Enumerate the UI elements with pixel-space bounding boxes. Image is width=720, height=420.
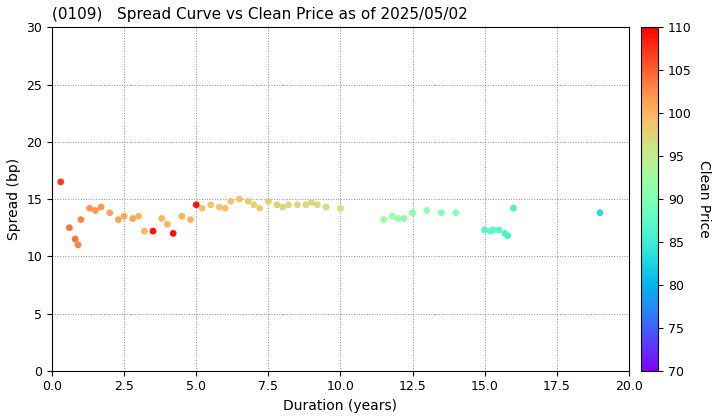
Point (89, 207, 101, 214)
Point (95, 204, 107, 210)
Point (197, 205, 208, 212)
Point (508, 205, 519, 212)
Point (320, 204, 332, 210)
Point (485, 228, 496, 234)
Point (127, 215, 138, 222)
Point (335, 205, 346, 212)
Point (63, 224, 75, 231)
Point (493, 226, 505, 233)
Point (104, 210, 115, 216)
Point (248, 202, 260, 208)
Point (220, 205, 231, 212)
Point (162, 221, 174, 228)
Point (185, 216, 197, 223)
Point (234, 196, 246, 202)
Point (214, 204, 225, 210)
Point (312, 202, 323, 208)
Point (436, 210, 447, 216)
Point (263, 198, 274, 205)
Point (139, 228, 150, 234)
Point (502, 232, 513, 239)
Point (594, 210, 606, 216)
X-axis label: Duration (years): Duration (years) (284, 399, 397, 413)
Point (499, 230, 510, 237)
Point (254, 205, 266, 212)
Point (407, 210, 418, 216)
Point (306, 199, 318, 206)
Point (243, 198, 254, 205)
Point (398, 215, 410, 222)
Point (205, 202, 217, 208)
Y-axis label: Clean Price: Clean Price (698, 160, 711, 238)
Point (72, 241, 84, 248)
Point (112, 216, 124, 223)
Point (69, 236, 81, 242)
Point (479, 226, 490, 233)
Point (118, 213, 130, 220)
Point (176, 213, 188, 220)
Point (392, 215, 404, 222)
Point (387, 213, 398, 220)
Point (300, 202, 312, 208)
Point (283, 202, 294, 208)
Point (271, 202, 283, 208)
Point (378, 216, 390, 223)
Point (75, 216, 86, 223)
Point (450, 210, 462, 216)
Point (487, 226, 499, 233)
Point (225, 198, 237, 205)
Point (132, 213, 144, 220)
Point (191, 202, 202, 208)
Point (292, 202, 303, 208)
Point (148, 228, 159, 234)
Point (55, 178, 66, 185)
Point (84, 205, 95, 212)
Point (156, 215, 168, 222)
Point (277, 204, 289, 210)
Point (168, 230, 179, 237)
Point (421, 207, 433, 214)
Text: (0109)   Spread Curve vs Clean Price as of 2025/05/02: (0109) Spread Curve vs Clean Price as of… (52, 7, 468, 22)
Y-axis label: Spread (bp): Spread (bp) (7, 158, 21, 240)
